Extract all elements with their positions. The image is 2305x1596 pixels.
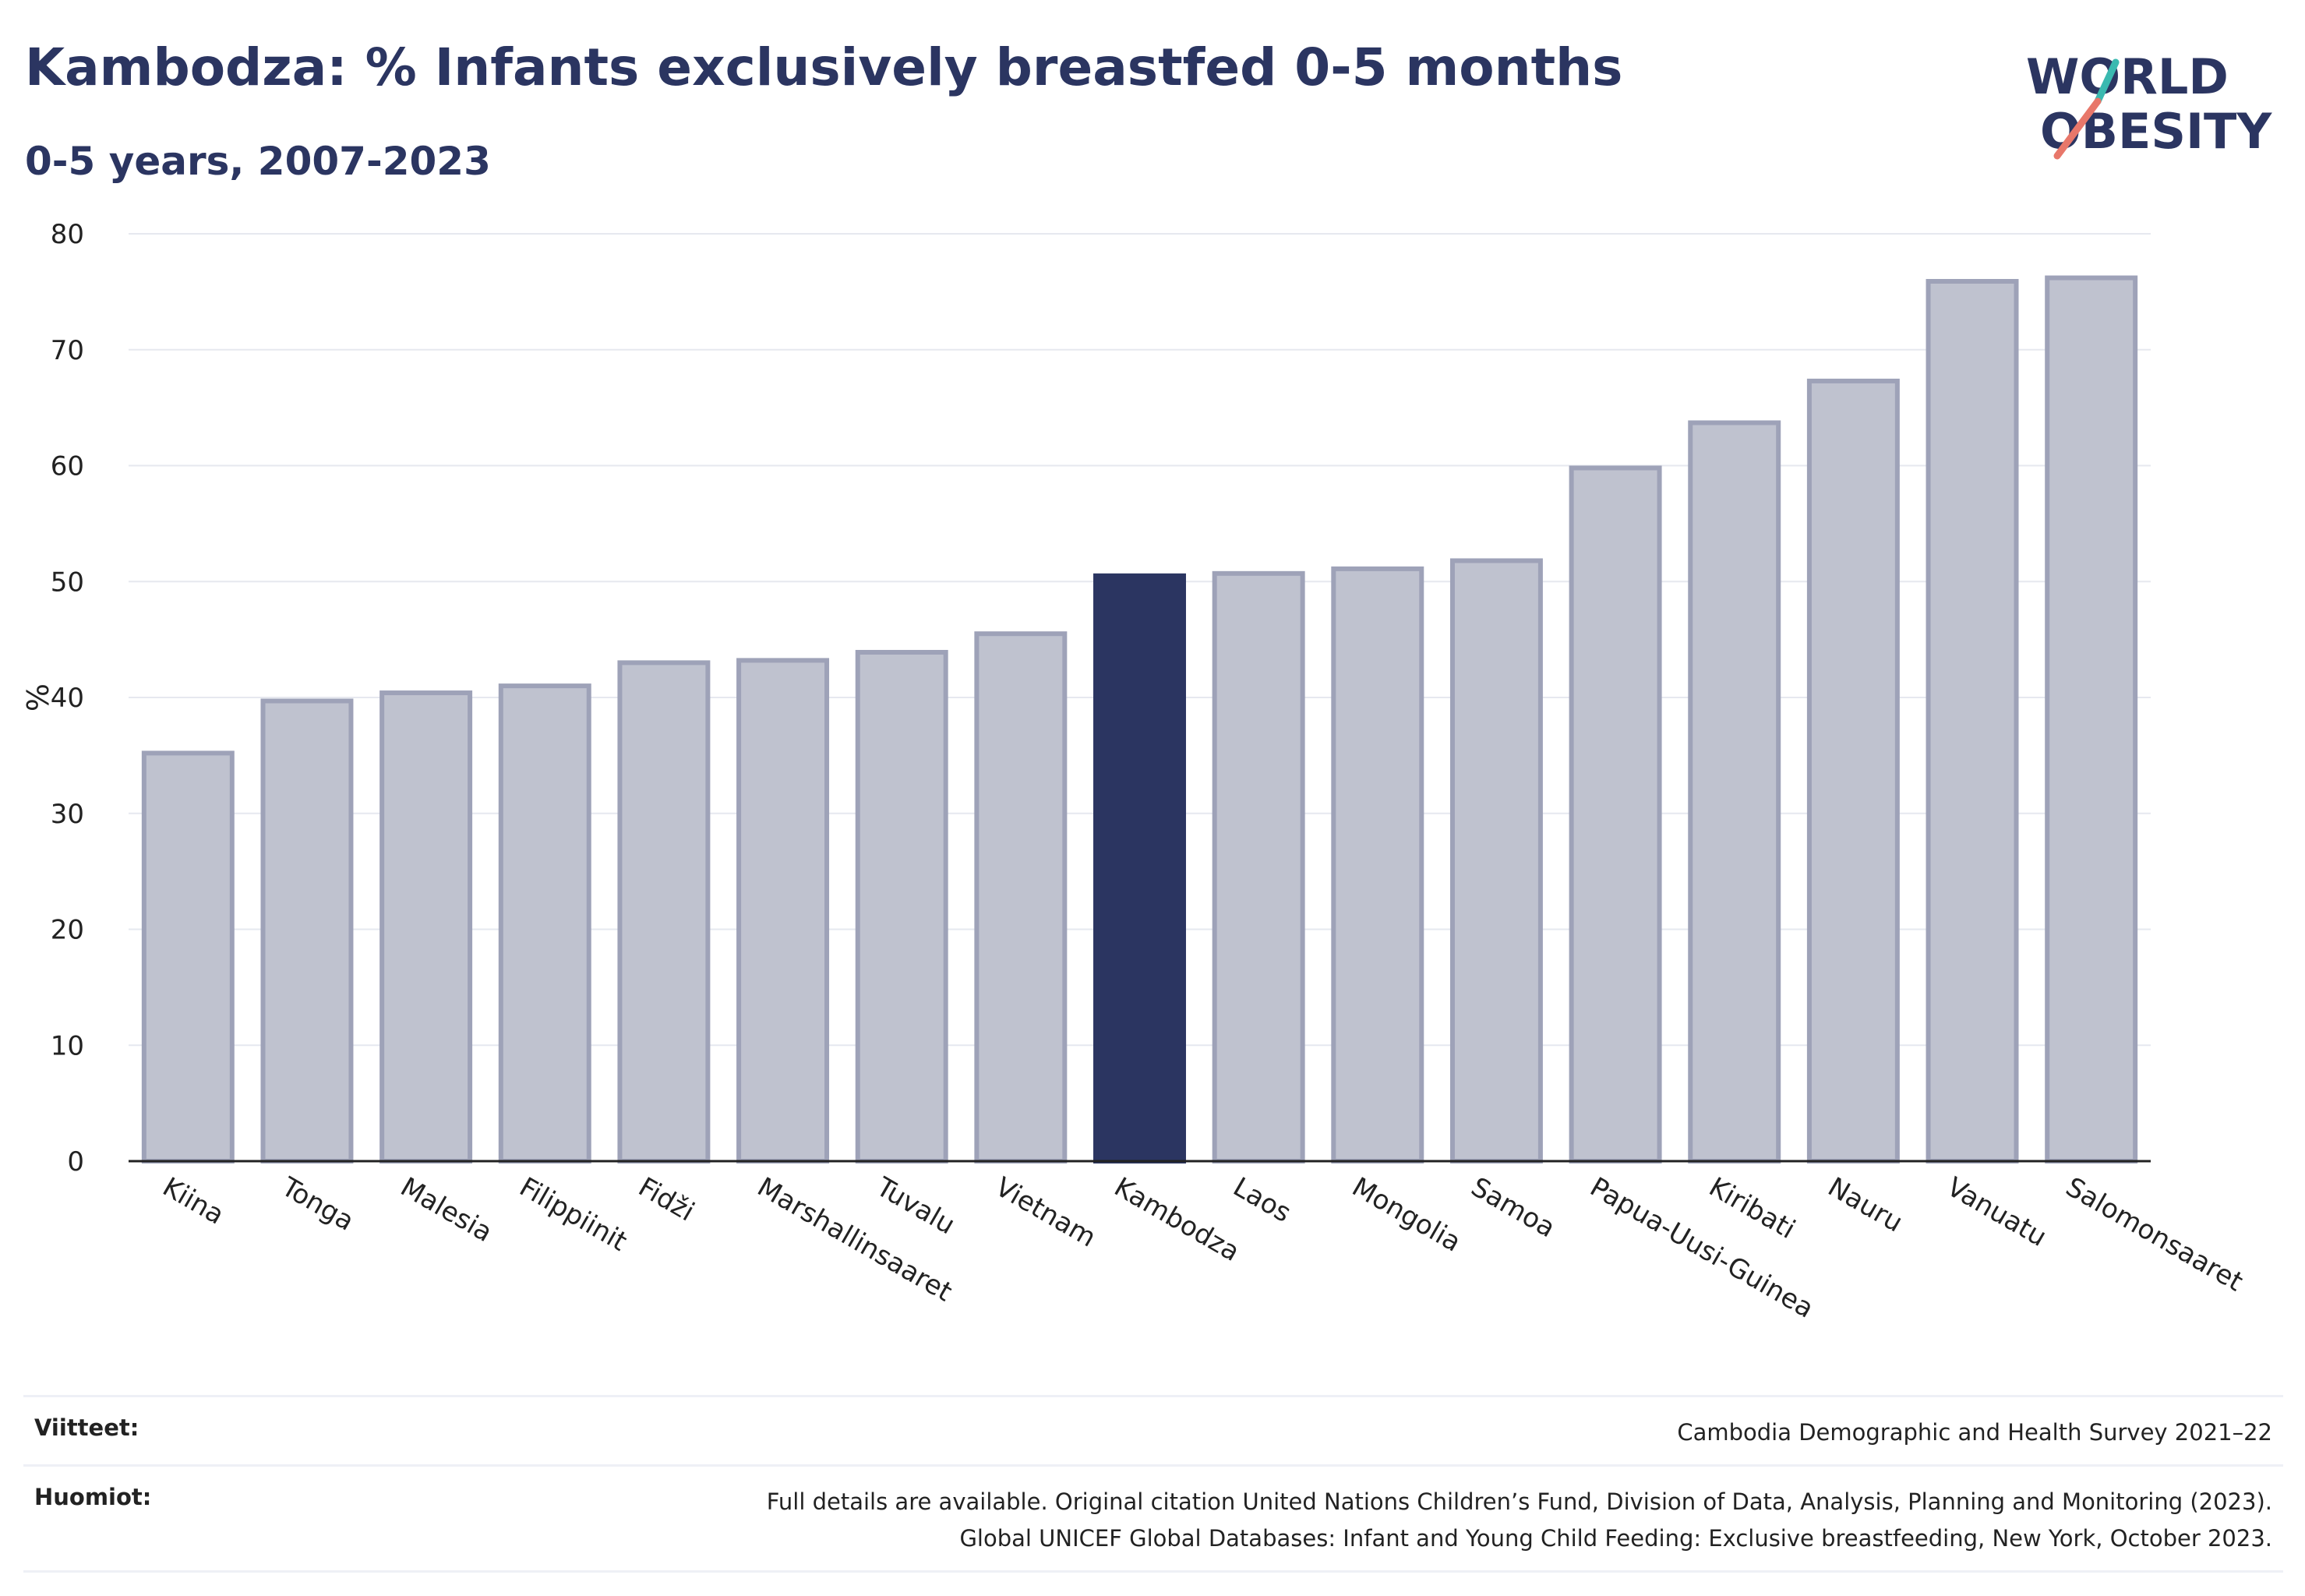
bar-kambodza (1093, 573, 1186, 1163)
bars-layer (141, 275, 2138, 1164)
y-tick-label: 70 (51, 335, 84, 366)
x-tick-label: Fidži (633, 1171, 699, 1227)
x-tick-label: Malesia (395, 1171, 497, 1248)
x-tick-label: Nauru (1823, 1171, 1908, 1238)
y-tick-label: 40 (51, 683, 84, 714)
bar-laos (1212, 570, 1305, 1163)
bar-filippiinit (498, 683, 591, 1163)
x-tick-label: Salomonsaaret (2060, 1171, 2248, 1298)
x-tick-label: Laos (1228, 1171, 1297, 1229)
bar-fid-i (617, 660, 711, 1163)
x-tick-label: Marshallinsaaret (752, 1171, 957, 1308)
y-tick-label: 50 (51, 567, 84, 598)
bar-papua-uusi-guinea (1569, 465, 1662, 1163)
x-tick-label: Vanuatu (1942, 1171, 2052, 1253)
y-tick-label: 60 (51, 451, 84, 482)
world-obesity-logo: WORLD OBESITY (2026, 48, 2272, 160)
notes-line-1: Full details are available. Original cit… (766, 1488, 2272, 1516)
bar-salomonsaaret (2045, 275, 2138, 1163)
footer: Viitteet: Cambodia Demographic and Healt… (23, 1395, 2283, 1573)
bar-marshallinsaaret (736, 658, 830, 1163)
y-ticks: 0 10 20 30 40 50 60 70 80 (51, 219, 84, 1178)
logo-word-world: WORLD (2026, 48, 2229, 105)
x-tick-label: Kambodza (1109, 1171, 1244, 1268)
y-tick-label: 30 (51, 799, 84, 830)
notes-text: Full details are available. Original cit… (767, 1484, 2272, 1556)
chart-subtitle: 0-5 years, 2007-2023 (25, 139, 491, 184)
bar-vanuatu (1926, 278, 2019, 1163)
x-tick-label: Tonga (276, 1171, 359, 1238)
bar-kiribati (1688, 420, 1781, 1163)
references-text: Cambodia Demographic and Health Survey 2… (1677, 1419, 2272, 1446)
x-tick-label: Kiribati (1703, 1171, 1800, 1245)
x-tick-label: Filippiinit (514, 1171, 632, 1258)
y-tick-label: 80 (51, 219, 84, 250)
bar-tonga (260, 698, 354, 1163)
references-label: Viitteet: (34, 1414, 139, 1441)
x-tick-label: Kiina (157, 1171, 229, 1231)
y-tick-label: 20 (51, 915, 84, 946)
bar-malesia (379, 690, 473, 1163)
x-tick-label: Tuvalu (870, 1171, 960, 1241)
footer-notes-row: Huomiot: Full details are available. Ori… (23, 1464, 2283, 1573)
y-axis-label: % (21, 683, 55, 711)
bar-samoa (1449, 558, 1543, 1163)
logo-slash-coral (2053, 97, 2102, 160)
footer-references-row: Viitteet: Cambodia Demographic and Healt… (23, 1395, 2283, 1464)
x-tick-label: Mongolia (1347, 1171, 1466, 1259)
bar-mongolia (1331, 566, 1424, 1163)
bar-tuvalu (855, 649, 948, 1163)
bar-nauru (1806, 378, 1900, 1164)
y-tick-label: 0 (67, 1146, 84, 1178)
x-tick-label: Samoa (1466, 1171, 1560, 1244)
bar-vietnam (974, 631, 1068, 1163)
logo-slash-teal (2094, 58, 2120, 105)
notes-label: Huomiot: (34, 1484, 152, 1511)
x-tick-label: Vietnam (990, 1171, 1101, 1254)
x-ticks: Kiina Tonga Malesia Filippiinit Fidži Marshal… (157, 1171, 2248, 1325)
chart-title: Kambodza: % Infants exclusively breastfe… (25, 37, 1623, 97)
x-tick-label: Papua-Uusi-Guinea (1585, 1171, 1819, 1325)
y-tick-label: 10 (51, 1030, 84, 1061)
bar-chart: 0 10 20 30 40 50 60 70 80 Kiina Tonga Malesia Filip… (21, 219, 2248, 1325)
bar-kiina (141, 750, 235, 1163)
notes-line-2: Global UNICEF Global Databases: Infant a… (959, 1524, 2272, 1552)
